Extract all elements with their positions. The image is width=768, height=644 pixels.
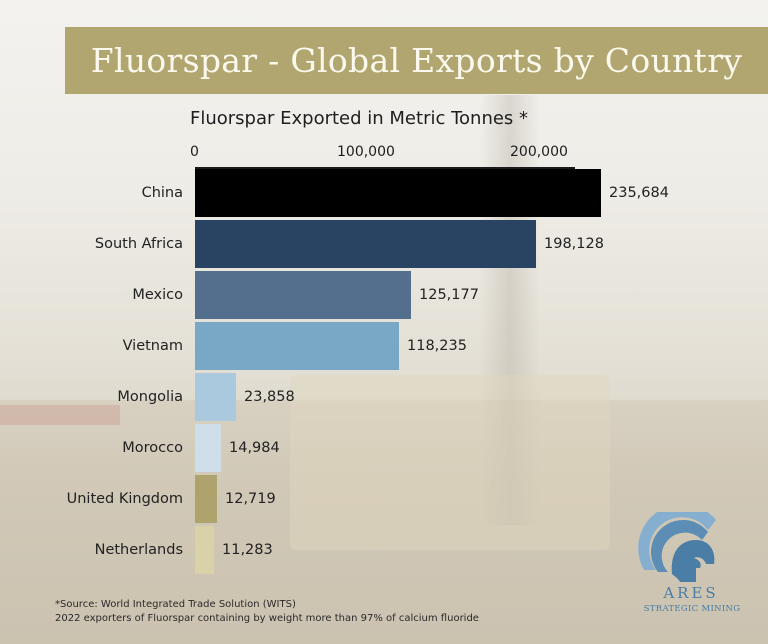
bar-row: Netherlands 11,283: [0, 526, 768, 575]
chart-title: Fluorspar Exported in Metric Tonnes *: [190, 108, 529, 129]
bar-value-label: 11,283: [222, 542, 273, 558]
bar-category-label: China: [141, 185, 183, 201]
bar-row: Vietnam 118,235: [0, 322, 768, 371]
bar-row: Mongolia 23,858: [0, 373, 768, 422]
axis-tick-100000: 100,000: [337, 144, 395, 160]
page-title: Fluorspar - Global Exports by Country: [90, 41, 743, 80]
bar-row: United Kingdom 12,719: [0, 475, 768, 524]
title-banner: Fluorspar - Global Exports by Country: [65, 27, 768, 94]
bar: [195, 220, 536, 268]
bar-category-label: Netherlands: [94, 542, 183, 558]
axis-tick-200000: 200,000: [510, 144, 568, 160]
ares-logo: ARES STRATEGIC MINING: [636, 504, 746, 614]
bar: [195, 322, 399, 370]
spartan-helmet-icon: [638, 504, 716, 582]
bar-value-label: 118,235: [407, 338, 467, 354]
footnote: *Source: World Integrated Trade Solution…: [55, 598, 479, 626]
bar-value-label: 23,858: [244, 389, 295, 405]
bar-category-label: Vietnam: [122, 338, 183, 354]
bar-row: Mexico 125,177: [0, 271, 768, 320]
bar-value-label: 125,177: [419, 287, 479, 303]
footnote-description: 2022 exporters of Fluorspar containing b…: [55, 613, 479, 624]
axis-tick-0: 0: [190, 144, 199, 160]
footnote-source: *Source: World Integrated Trade Solution…: [55, 599, 296, 610]
bar-value-label: 14,984: [229, 440, 280, 456]
bar-row: Morocco 14,984: [0, 424, 768, 473]
bar: [195, 271, 411, 319]
bar-row: South Africa 198,128: [0, 220, 768, 269]
x-axis-line: [195, 167, 575, 169]
bar-category-label: South Africa: [94, 236, 183, 252]
bar-row: China 235,684: [0, 169, 768, 218]
logo-name: ARES: [663, 584, 719, 602]
logo-subtitle: STRATEGIC MINING: [643, 604, 741, 614]
bar-category-label: Morocco: [122, 440, 183, 456]
bar-category-label: Mongolia: [117, 389, 183, 405]
bar: [195, 169, 601, 217]
bar-category-label: Mexico: [132, 287, 183, 303]
bar-value-label: 235,684: [609, 185, 669, 201]
bar: [195, 475, 217, 523]
bar: [195, 424, 221, 472]
bar-value-label: 198,128: [544, 236, 604, 252]
bar: [195, 526, 214, 574]
bar: [195, 373, 236, 421]
bar-value-label: 12,719: [225, 491, 276, 507]
bar-category-label: United Kingdom: [66, 491, 183, 507]
